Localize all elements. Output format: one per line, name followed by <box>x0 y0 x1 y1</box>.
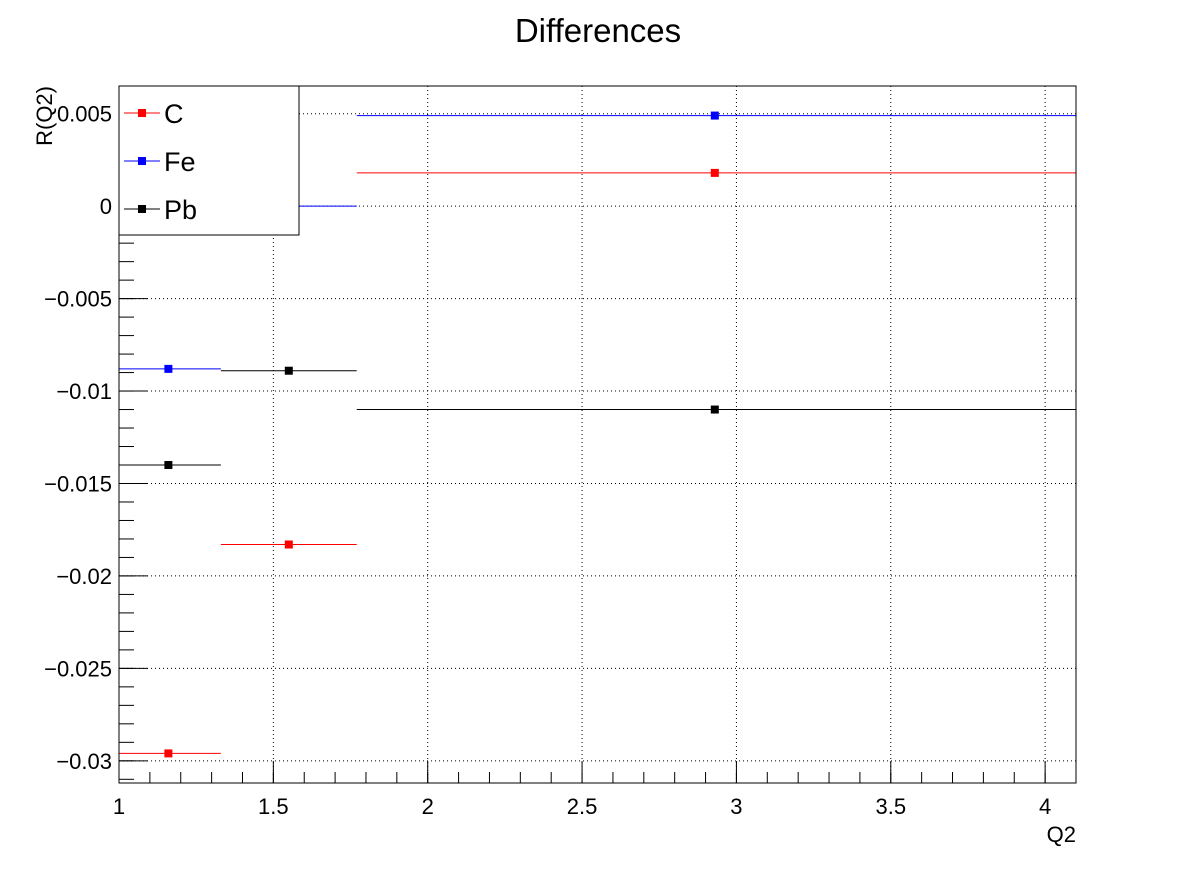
point-pb <box>284 366 293 375</box>
legend-label-fe: Fe <box>164 147 196 177</box>
x-tick-label: 1 <box>113 794 125 819</box>
legend-marker-c <box>138 109 146 117</box>
x-tick-label: 2 <box>422 794 434 819</box>
x-tick-label: 3 <box>730 794 742 819</box>
x-tick-label: 4 <box>1039 794 1051 819</box>
x-tick-label: 2.5 <box>567 794 598 819</box>
legend-label-pb: Pb <box>164 195 197 225</box>
label-layer: 1 1.5 2 2.5 3 3.5 4 0.005 0 −0.005 −0.01 −0.015 −0.0… <box>44 102 1051 819</box>
point-pb <box>164 461 173 470</box>
point-fe <box>164 364 173 373</box>
x-tick-label: 3.5 <box>875 794 906 819</box>
y-tick-label: 0.005 <box>57 102 112 127</box>
y-tick-label: −0.03 <box>56 749 112 774</box>
point-fe <box>710 111 719 120</box>
point-c <box>710 168 719 177</box>
legend-label-c: C <box>164 99 184 129</box>
y-axis-title: R(Q2) <box>32 86 57 146</box>
x-axis-title: Q2 <box>1047 822 1076 847</box>
chart-title: Differences <box>515 12 681 49</box>
grid-layer <box>119 86 1076 783</box>
x-tick-label: 1.5 <box>258 794 289 819</box>
legend: C Fe Pb <box>118 85 300 236</box>
y-tick-label: −0.01 <box>56 379 112 404</box>
y-tick-label: −0.02 <box>56 564 112 589</box>
point-c <box>164 749 173 758</box>
plot-frame <box>118 85 1077 784</box>
y-tick-label: −0.015 <box>44 471 112 496</box>
legend-marker-pb <box>138 205 146 213</box>
point-c <box>284 540 293 549</box>
y-tick-label: −0.025 <box>44 656 112 681</box>
y-tick-label: −0.005 <box>44 287 112 312</box>
point-pb <box>710 405 719 414</box>
legend-marker-fe <box>138 157 146 165</box>
y-tick-label: 0 <box>100 194 112 219</box>
